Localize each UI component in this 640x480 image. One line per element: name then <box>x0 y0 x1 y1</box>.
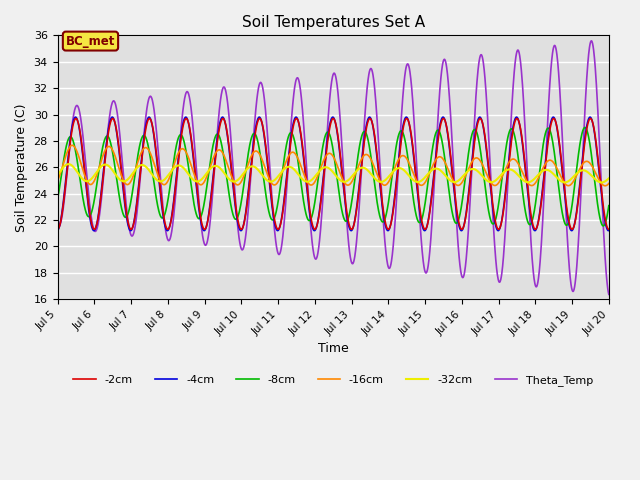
Theta_Temp <box>605 291 612 297</box>
Line: -32cm: -32cm <box>58 164 609 182</box>
-8cm <box>581 125 589 131</box>
-8cm <box>82 208 90 214</box>
Theta_Temp <box>488 190 495 196</box>
-16cm <box>322 153 330 159</box>
-2cm <box>82 176 90 182</box>
-8cm <box>605 203 612 208</box>
-4cm <box>322 150 330 156</box>
-4cm <box>54 228 61 233</box>
-32cm <box>54 172 61 178</box>
-2cm <box>488 194 496 200</box>
-8cm <box>589 165 597 171</box>
Line: -4cm: -4cm <box>58 117 609 230</box>
-16cm <box>589 165 597 171</box>
Line: -16cm: -16cm <box>58 145 609 186</box>
-8cm <box>600 223 607 229</box>
Line: Theta_Temp: Theta_Temp <box>58 41 609 294</box>
-2cm <box>322 154 330 159</box>
Theta_Temp <box>588 38 595 44</box>
Theta_Temp <box>54 223 61 229</box>
Theta_Temp <box>589 43 597 49</box>
-32cm <box>589 174 597 180</box>
Title: Soil Temperatures Set A: Soil Temperatures Set A <box>241 15 425 30</box>
-2cm <box>307 216 315 222</box>
Text: BC_met: BC_met <box>66 35 115 48</box>
-32cm <box>65 161 72 167</box>
-4cm <box>307 219 315 225</box>
Theta_Temp <box>307 227 315 233</box>
-16cm <box>605 180 612 186</box>
-4cm <box>605 228 612 233</box>
Line: -8cm: -8cm <box>58 128 609 226</box>
-32cm <box>322 164 330 170</box>
X-axis label: Time: Time <box>318 342 349 355</box>
-16cm <box>602 183 609 189</box>
-2cm <box>256 116 264 121</box>
-8cm <box>307 216 315 222</box>
-4cm <box>589 123 597 129</box>
Theta_Temp <box>589 42 596 48</box>
-2cm <box>589 121 597 127</box>
-16cm <box>82 176 90 181</box>
-32cm <box>307 178 315 183</box>
-8cm <box>322 132 330 138</box>
-32cm <box>605 176 612 181</box>
-8cm <box>488 220 495 226</box>
-8cm <box>589 163 596 168</box>
Theta_Temp <box>82 161 90 167</box>
Theta_Temp <box>322 154 330 159</box>
-32cm <box>598 180 605 185</box>
Line: -2cm: -2cm <box>58 119 609 229</box>
-4cm <box>488 200 496 206</box>
-16cm <box>54 178 61 183</box>
-8cm <box>54 197 61 203</box>
Y-axis label: Soil Temperature (C): Soil Temperature (C) <box>15 103 28 231</box>
-4cm <box>589 122 597 128</box>
-4cm <box>237 228 244 233</box>
Legend: -2cm, -4cm, -8cm, -16cm, -32cm, Theta_Temp: -2cm, -4cm, -8cm, -16cm, -32cm, Theta_Te… <box>69 371 597 391</box>
-16cm <box>68 143 76 148</box>
-32cm <box>488 179 496 185</box>
-16cm <box>307 182 315 188</box>
-16cm <box>589 165 596 170</box>
-2cm <box>589 120 596 126</box>
-16cm <box>488 181 496 187</box>
-32cm <box>82 178 90 184</box>
-4cm <box>82 180 90 186</box>
-2cm <box>605 227 612 232</box>
-2cm <box>54 227 61 232</box>
-4cm <box>439 114 447 120</box>
-32cm <box>589 174 596 180</box>
